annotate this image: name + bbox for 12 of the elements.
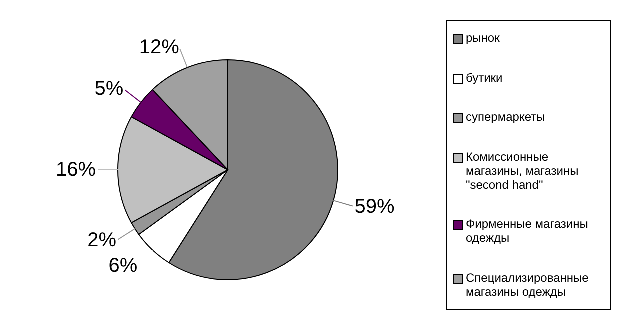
legend-label: Комиссионные магазины, магазины "second hand" (466, 150, 580, 192)
data-label: 2% (88, 230, 117, 252)
legend-label: Специализированные магазины одежды (466, 270, 590, 299)
legend-label: Фирменные магазины одежды (466, 217, 590, 246)
legend-label: супермаркеты (466, 110, 546, 124)
data-label: 12% (139, 36, 180, 58)
data-label: 6% (108, 255, 138, 278)
data-label: 59% (354, 196, 396, 218)
legend-label: рынок (466, 31, 500, 45)
data-label: 16% (56, 159, 96, 181)
legend-label: бутики (466, 70, 503, 85)
data-label: 5% (94, 78, 124, 100)
